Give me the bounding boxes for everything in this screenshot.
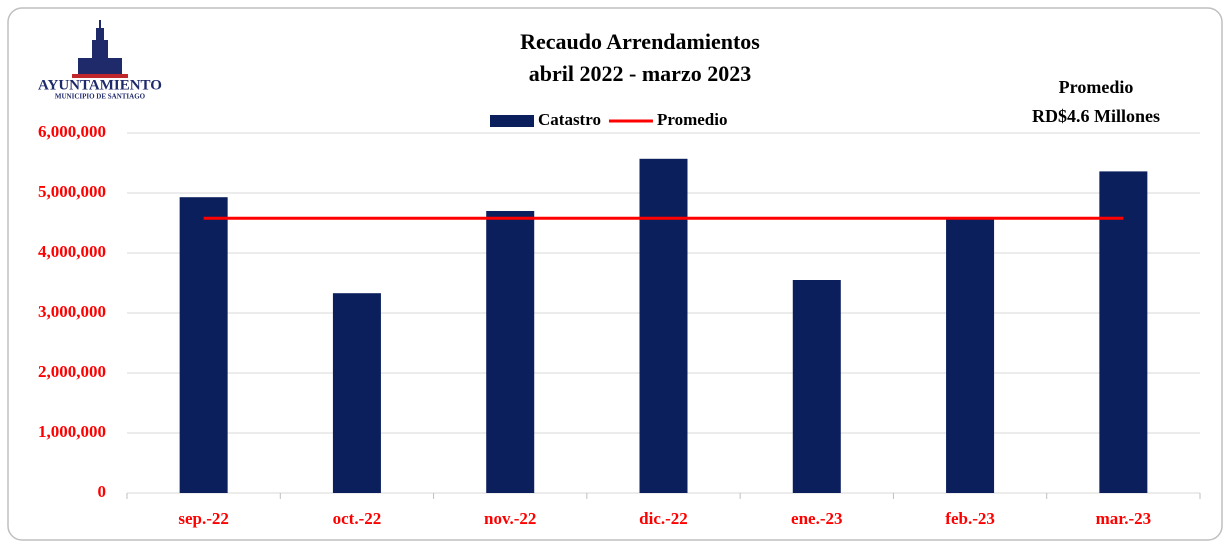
x-tick-label: mar.-23 [1096, 509, 1152, 528]
x-tick-label: nov.-22 [484, 509, 536, 528]
logo-name: AYUNTAMIENTO [38, 77, 162, 93]
y-tick-label: 2,000,000 [38, 362, 106, 381]
x-tick-label: sep.-22 [178, 509, 229, 528]
annotation: Promedio [1059, 77, 1134, 97]
y-tick-label: 6,000,000 [38, 122, 106, 141]
bar [486, 211, 535, 493]
bar [332, 293, 381, 493]
annotation: RD$4.6 Millones [1032, 106, 1160, 126]
legend-label: Catastro [538, 110, 601, 129]
bar [639, 158, 688, 494]
bar [946, 217, 995, 493]
legend-label: Promedio [657, 110, 728, 129]
y-tick-label: 1,000,000 [38, 422, 106, 441]
bar [1099, 171, 1148, 493]
chart-subtitle: abril 2022 - marzo 2023 [529, 61, 751, 86]
y-tick-label: 5,000,000 [38, 182, 106, 201]
y-tick-label: 4,000,000 [38, 242, 106, 261]
legend-swatch [490, 115, 534, 127]
x-tick-label: oct.-22 [333, 509, 382, 528]
y-tick-label: 0 [98, 482, 107, 501]
bar [792, 280, 841, 493]
x-tick-label: dic.-22 [639, 509, 688, 528]
bar [179, 197, 228, 493]
chart-title: Recaudo Arrendamientos [520, 29, 760, 54]
x-tick-label: feb.-23 [945, 509, 995, 528]
logo-subtitle: MUNICIPIO DE SANTIAGO [55, 93, 146, 101]
x-tick-label: ene.-23 [791, 509, 842, 528]
y-tick-label: 3,000,000 [38, 302, 106, 321]
logo-icon [72, 20, 128, 78]
chart-frame [7, 7, 1223, 541]
